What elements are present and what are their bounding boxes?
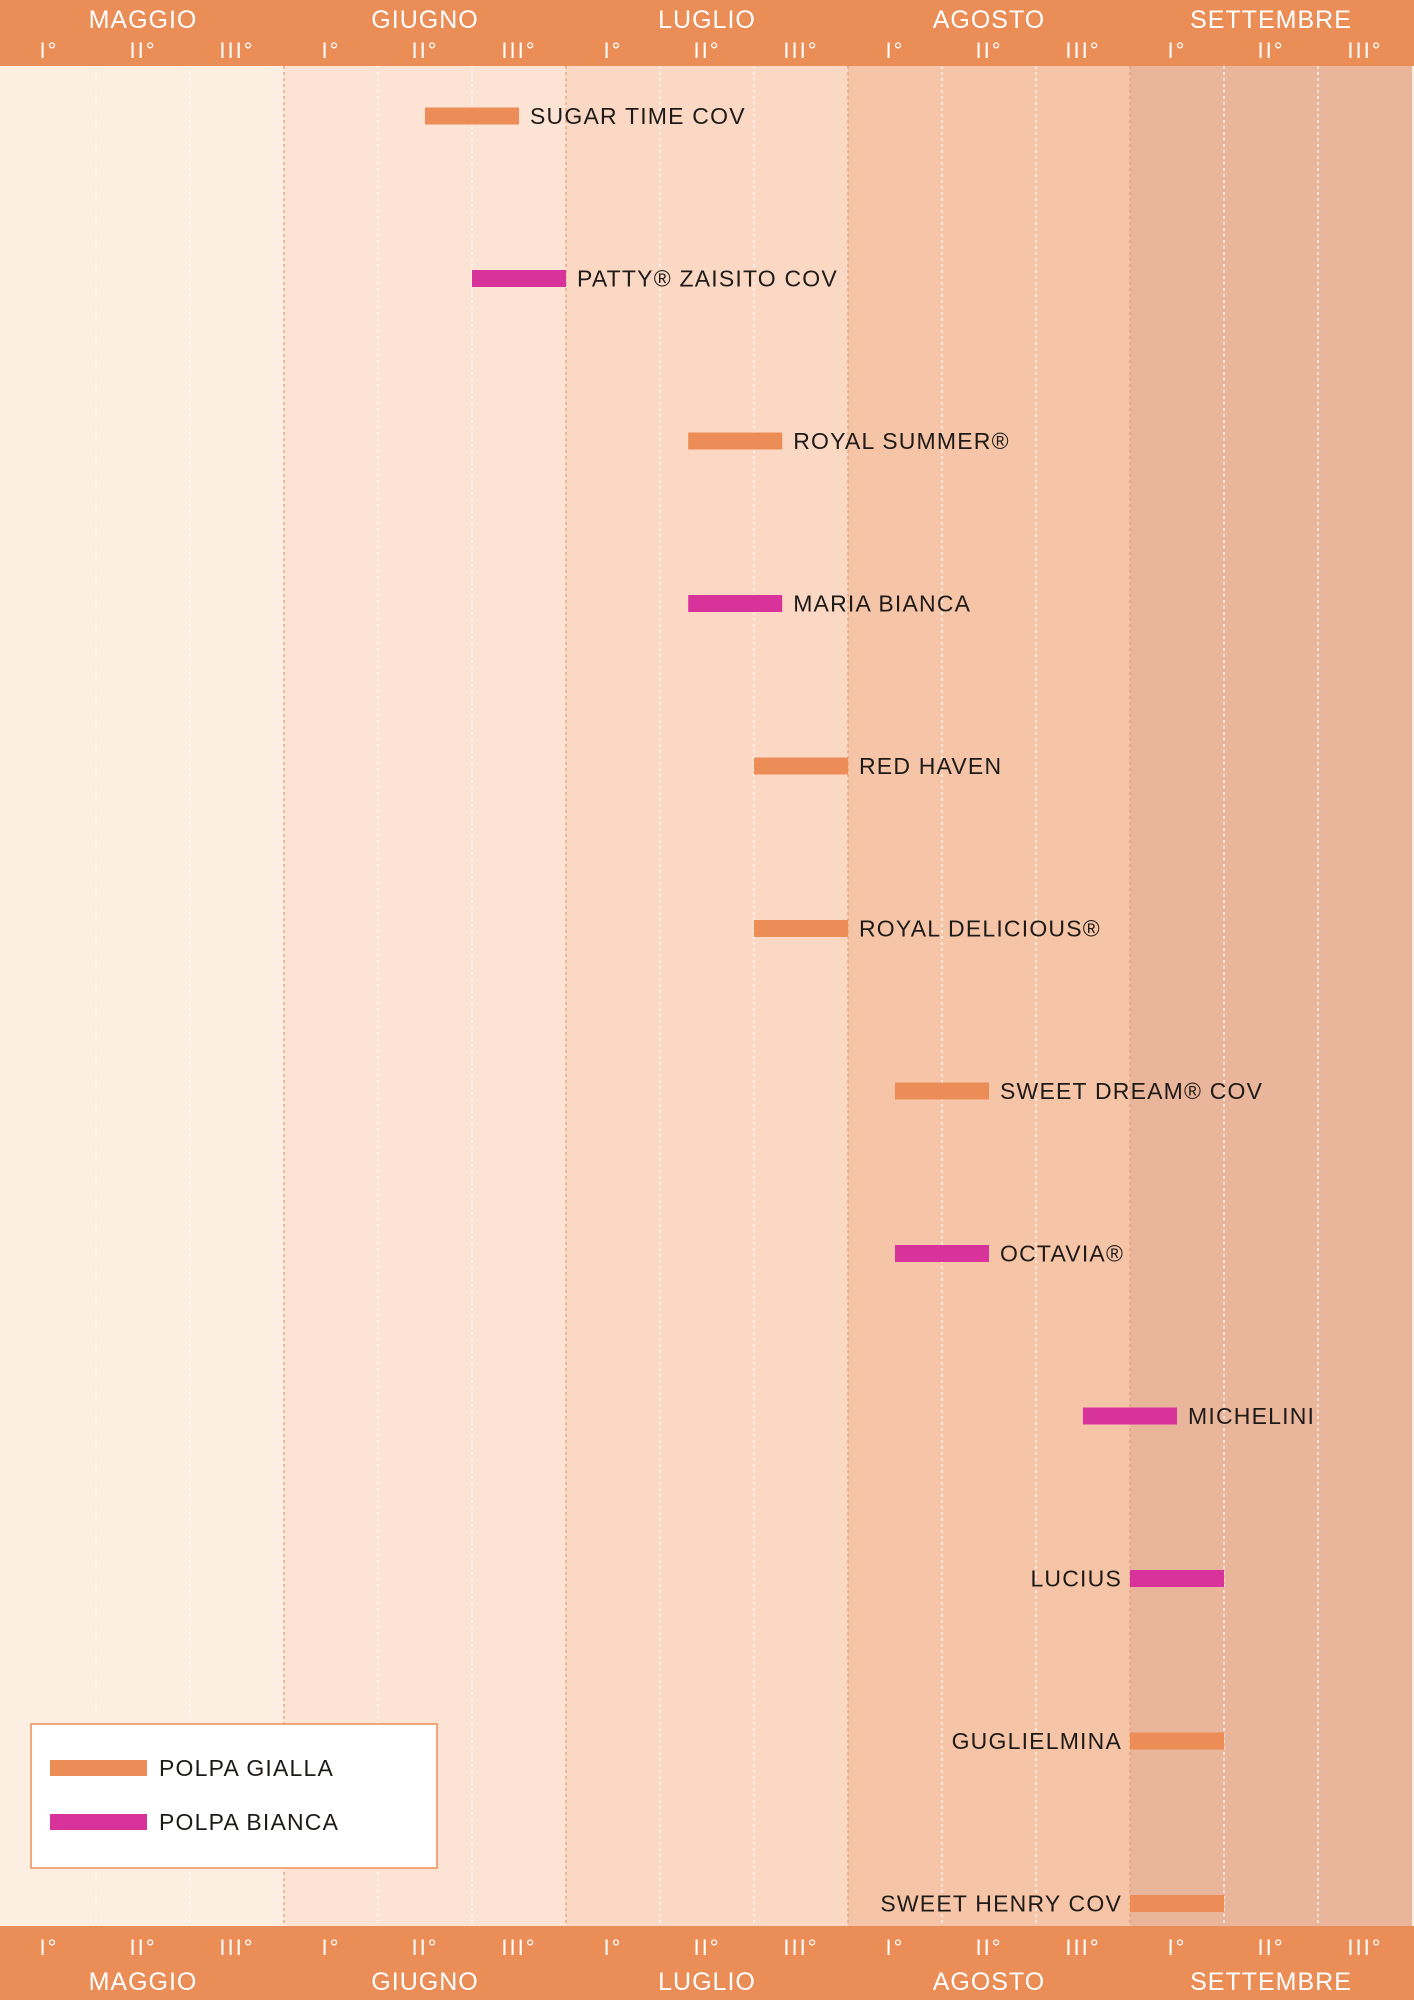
bottom-month-label: MAGGIO (89, 1968, 198, 1996)
legend-label: POLPA BIANCA (159, 1809, 339, 1835)
bar-maria-bianca (688, 595, 783, 612)
bottom-decade-label: I° (322, 1935, 341, 1960)
bottom-decade-label: II° (129, 1935, 156, 1960)
variety-label: RED HAVEN (859, 753, 1002, 779)
bottom-decade-label: III° (1347, 1935, 1382, 1960)
bottom-month-label: SETTEMBRE (1190, 1968, 1352, 1996)
top-month-label: LUGLIO (658, 6, 756, 34)
bar-guglielmina (1130, 1732, 1224, 1750)
variety-label: GUGLIELMINA (952, 1728, 1122, 1754)
bottom-month-label: GIUGNO (371, 1968, 478, 1996)
bottom-decade-label: II° (1257, 1935, 1284, 1960)
top-month-label: MAGGIO (89, 6, 198, 34)
top-decade-label: II° (129, 38, 156, 63)
bottom-decade-label: I° (1168, 1935, 1187, 1960)
variety-label: LUCIUS (1030, 1566, 1122, 1592)
bottom-decade-label: II° (693, 1935, 720, 1960)
bottom-decade-label: III° (219, 1935, 254, 1960)
top-month-axis: MAGGIO I° II° III° GIUGNO I° II° III° LUGLIO I° II… (0, 0, 1414, 66)
variety-label: MARIA BIANCA (793, 591, 971, 617)
variety-label: SUGAR TIME COV (530, 103, 746, 129)
legend-label: POLPA GIALLA (159, 1755, 334, 1781)
variety-label: ROYAL DELICIOUS® (859, 916, 1101, 942)
top-month-label: SETTEMBRE (1190, 6, 1352, 34)
top-decade-label: II° (693, 38, 720, 63)
top-decade-label: I° (40, 38, 59, 63)
month-shade-maggio (2, 0, 284, 2000)
month-shade-luglio (566, 0, 848, 2000)
bottom-decade-label: III° (1065, 1935, 1100, 1960)
bar-sweet-dream-cov (895, 1082, 989, 1100)
bottom-decade-label: II° (975, 1935, 1002, 1960)
bottom-decade-label: III° (783, 1935, 818, 1960)
bottom-decade-label: I° (40, 1935, 59, 1960)
month-shade-settembre (1130, 0, 1412, 2000)
legend-swatch (50, 1814, 147, 1830)
top-decade-label: II° (411, 38, 438, 63)
bar-red-haven (754, 757, 848, 775)
bottom-decade-label: I° (604, 1935, 623, 1960)
bottom-decade-label: II° (411, 1935, 438, 1960)
bottom-decade-label: I° (886, 1935, 905, 1960)
top-decade-label: I° (322, 38, 341, 63)
variety-label: OCTAVIA® (1000, 1241, 1124, 1267)
legend-swatch (50, 1760, 147, 1776)
bottom-month-axis: MAGGIO I° II° III° GIUGNO I° II° III° LUGLIO I° II… (0, 1926, 1414, 2000)
bar-royal-delicious- (754, 920, 848, 937)
bottom-month-label: LUGLIO (658, 1968, 756, 1996)
decade-gridlines (95, 66, 1319, 1926)
top-decade-label: III° (501, 38, 536, 63)
variety-bars: SUGAR TIME COV PATTY® ZAISITO COV ROYAL SU… (425, 103, 1315, 1917)
bottom-band (0, 1926, 1414, 2000)
bar-sweet-henry-cov (1130, 1895, 1224, 1912)
top-decade-label: III° (219, 38, 254, 63)
top-decade-label: II° (1257, 38, 1284, 63)
legend: POLPA GIALLA POLPA BIANCA (30, 1723, 438, 1869)
month-shade-agosto (848, 0, 1130, 2000)
top-band (0, 0, 1414, 66)
legend-box (30, 1723, 438, 1869)
bar-sugar-time-cov (425, 107, 519, 125)
top-month-label: GIUGNO (371, 6, 478, 34)
bar-lucius (1130, 1570, 1224, 1587)
bar-royal-summer- (688, 432, 783, 450)
bar-michelini (1083, 1407, 1177, 1425)
variety-label: SWEET HENRY COV (880, 1891, 1122, 1917)
variety-label: MICHELINI (1188, 1403, 1315, 1429)
variety-label: PATTY® ZAISITO COV (577, 266, 838, 292)
top-decade-label: I° (1168, 38, 1187, 63)
top-month-label: AGOSTO (933, 6, 1046, 34)
top-decade-label: III° (1347, 38, 1382, 63)
bottom-decade-label: III° (501, 1935, 536, 1960)
top-decade-label: I° (604, 38, 623, 63)
variety-label: SWEET DREAM® COV (1000, 1078, 1263, 1104)
bar-patty-zaisito-cov (472, 270, 566, 287)
bottom-month-label: AGOSTO (933, 1968, 1046, 1996)
bar-octavia- (895, 1245, 989, 1262)
variety-label: ROYAL SUMMER® (793, 428, 1010, 454)
month-shade-giugno (284, 0, 566, 2000)
top-decade-label: III° (1065, 38, 1100, 63)
top-decade-label: III° (783, 38, 818, 63)
top-decade-label: II° (975, 38, 1002, 63)
top-decade-label: I° (886, 38, 905, 63)
